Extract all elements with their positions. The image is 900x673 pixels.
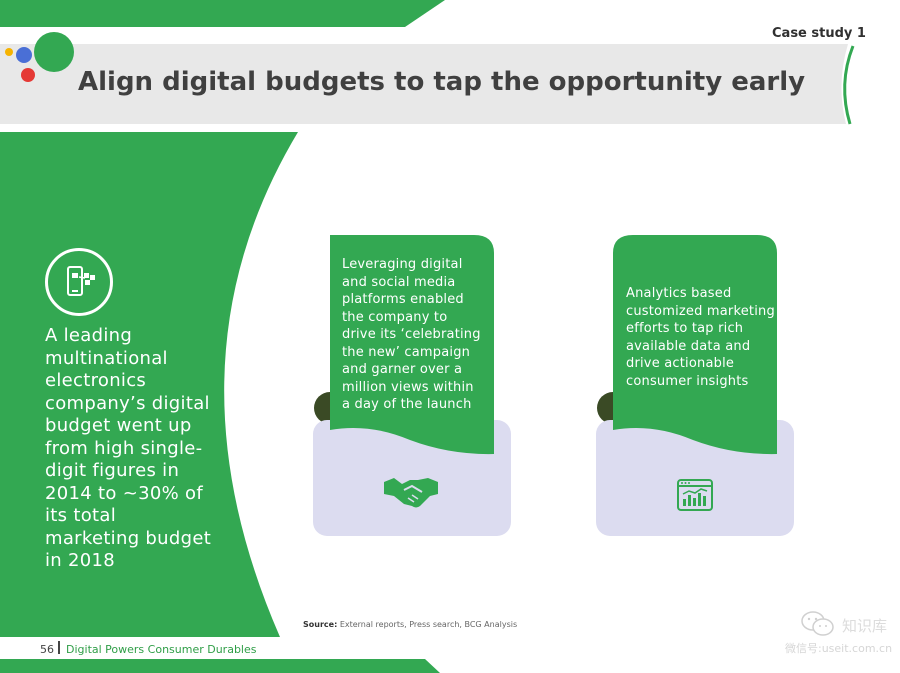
source-note: Source: External reports, Press search, …	[303, 620, 517, 629]
left-panel-text: A leading multinational electronics comp…	[45, 325, 212, 571]
footer-doc-title: Digital Powers Consumer Durables	[66, 643, 257, 656]
source-text: External reports, Press search, BCG Anal…	[339, 620, 518, 629]
brand-dots-logo	[5, 32, 74, 82]
smartphone-share-icon	[67, 266, 95, 296]
case-study-label: Case study 1	[772, 26, 866, 41]
footer-separator	[58, 641, 60, 654]
card-2-text: Analytics based customized marketing eff…	[626, 286, 775, 389]
analytics-dashboard-icon	[677, 479, 713, 511]
page-title: Align digital budgets to tap the opportu…	[78, 67, 806, 97]
page-number: 56	[40, 643, 54, 656]
wechat-icon	[801, 611, 834, 636]
header-band	[0, 44, 855, 125]
card-2-graphic	[596, 235, 794, 536]
handshake-icon	[384, 478, 438, 508]
footer-green-stripe	[0, 659, 440, 673]
card-1-text: Leveraging digital and social media plat…	[342, 257, 481, 412]
watermark-subtitle: 微信号:useit.com.cn	[785, 642, 893, 655]
smartphone-share-icon-circle	[45, 248, 113, 316]
card-1-graphic	[313, 235, 511, 536]
top-green-stripe	[0, 0, 445, 27]
source-label: Source:	[303, 620, 338, 629]
watermark-brand: 知识库	[842, 617, 888, 635]
